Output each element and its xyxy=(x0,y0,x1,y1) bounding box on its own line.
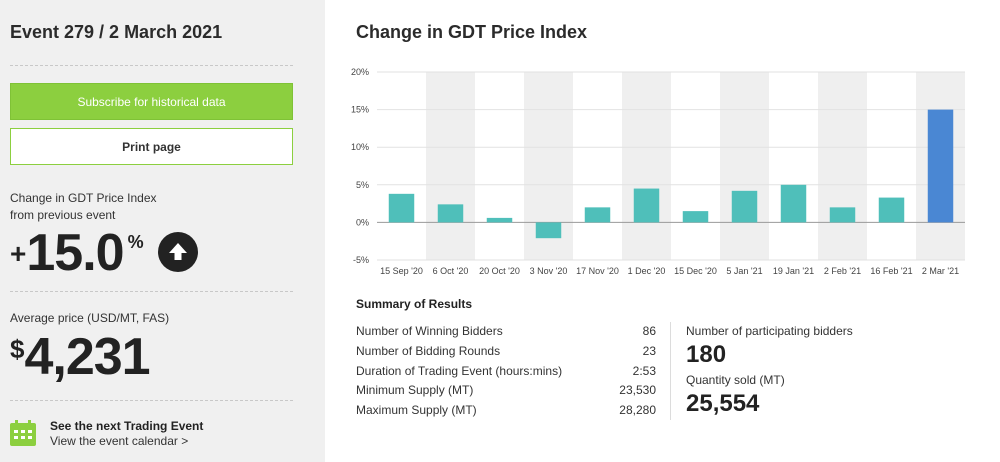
summary-row-value: 2:53 xyxy=(632,364,656,378)
chart-bar xyxy=(829,207,856,223)
summary-row: Number of Bidding Rounds 23 xyxy=(356,344,656,360)
chart-bar xyxy=(437,204,464,223)
event-calendar-link[interactable]: View the event calendar > xyxy=(50,434,189,448)
change-unit: % xyxy=(127,232,144,252)
x-tick-label: 2 Feb '21 xyxy=(824,266,861,276)
x-tick-label: 2 Mar '21 xyxy=(922,266,959,276)
x-tick-label: 16 Feb '21 xyxy=(870,266,912,276)
quantity-value: 25,554 xyxy=(686,390,760,417)
summary-divider xyxy=(670,322,671,420)
subscribe-button[interactable]: Subscribe for historical data xyxy=(10,83,293,120)
print-page-button[interactable]: Print page xyxy=(10,128,293,165)
chart-bar xyxy=(682,211,709,223)
x-tick-label: 20 Oct '20 xyxy=(479,266,520,276)
chart-bar xyxy=(486,217,513,223)
summary-row-label: Number of Bidding Rounds xyxy=(356,344,501,358)
x-tick-label: 15 Dec '20 xyxy=(674,266,717,276)
price-label: Average price (USD/MT, FAS) xyxy=(10,311,170,325)
chart-bar xyxy=(731,190,758,223)
chart-bar xyxy=(535,222,562,239)
change-sign: + xyxy=(10,238,27,269)
divider xyxy=(10,65,293,66)
x-tick-label: 19 Jan '21 xyxy=(773,266,814,276)
summary-row-value: 28,280 xyxy=(619,403,656,417)
next-event-title[interactable]: See the next Trading Event xyxy=(50,419,204,433)
price-index-chart: -5% 0% 5% 10% 15% 20% 15 Sep '20 6 Oct '20 20 Oc… xyxy=(351,67,965,276)
y-tick-label: 10% xyxy=(351,142,369,152)
summary-row-value: 23 xyxy=(642,344,656,358)
change-sublabel: from previous event xyxy=(10,208,116,222)
event-title: Event 279 / 2 March 2021 xyxy=(10,22,223,42)
chart-bar xyxy=(780,184,807,223)
chart-bar xyxy=(388,193,415,223)
summary-row-value: 23,530 xyxy=(619,383,656,397)
summary-row-label: Duration of Trading Event (hours:mins) xyxy=(356,364,563,378)
x-tick-label: 1 Dec '20 xyxy=(628,266,666,276)
summary-row: Minimum Supply (MT) 23,530 xyxy=(356,383,656,399)
chart-column-band xyxy=(818,72,867,260)
chart-title: Change in GDT Price Index xyxy=(356,22,588,42)
change-label: Change in GDT Price Index xyxy=(10,191,157,205)
y-tick-label: -5% xyxy=(353,255,369,265)
chart-bar xyxy=(878,197,905,223)
price-currency: $ xyxy=(10,334,25,364)
quantity-label: Quantity sold (MT) xyxy=(686,373,785,387)
change-value: 15.0 xyxy=(26,224,124,282)
summary-title: Summary of Results xyxy=(356,297,473,311)
summary-row: Duration of Trading Event (hours:mins) 2… xyxy=(356,364,656,380)
summary-row-label: Maximum Supply (MT) xyxy=(356,403,477,417)
x-tick-label: 3 Nov '20 xyxy=(530,266,568,276)
calendar-icon xyxy=(10,420,36,446)
summary-row-label: Number of Winning Bidders xyxy=(356,324,503,338)
average-price: $ 4,231 xyxy=(10,328,151,386)
chart-column-band xyxy=(720,72,769,260)
chart-column-band xyxy=(426,72,475,260)
summary-row-value: 86 xyxy=(642,324,656,338)
x-tick-label: 6 Oct '20 xyxy=(433,266,469,276)
up-arrow-icon xyxy=(158,232,198,272)
y-tick-label: 0% xyxy=(356,217,369,227)
summary-row: Number of Winning Bidders 86 xyxy=(356,324,656,340)
participants-value: 180 xyxy=(686,341,727,368)
y-tick-label: 5% xyxy=(356,180,369,190)
sidebar: Event 279 / 2 March 2021 Subscribe for h… xyxy=(0,0,325,462)
chart-bar xyxy=(584,207,611,223)
x-tick-label: 17 Nov '20 xyxy=(576,266,619,276)
chart-column-band xyxy=(622,72,671,260)
participants-label: Number of participating bidders xyxy=(686,324,853,338)
y-tick-label: 15% xyxy=(351,105,369,115)
price-value: 4,231 xyxy=(24,328,150,386)
chart-bar xyxy=(633,188,660,223)
y-tick-label: 20% xyxy=(351,67,369,77)
chart-bar xyxy=(927,109,954,223)
summary-row: Maximum Supply (MT) 28,280 xyxy=(356,403,656,419)
x-tick-label: 15 Sep '20 xyxy=(380,266,423,276)
summary-row-label: Minimum Supply (MT) xyxy=(356,383,474,397)
divider xyxy=(10,400,293,401)
x-tick-label: 5 Jan '21 xyxy=(726,266,762,276)
divider xyxy=(10,291,293,292)
price-index-change: + 15.0 % xyxy=(10,224,144,284)
